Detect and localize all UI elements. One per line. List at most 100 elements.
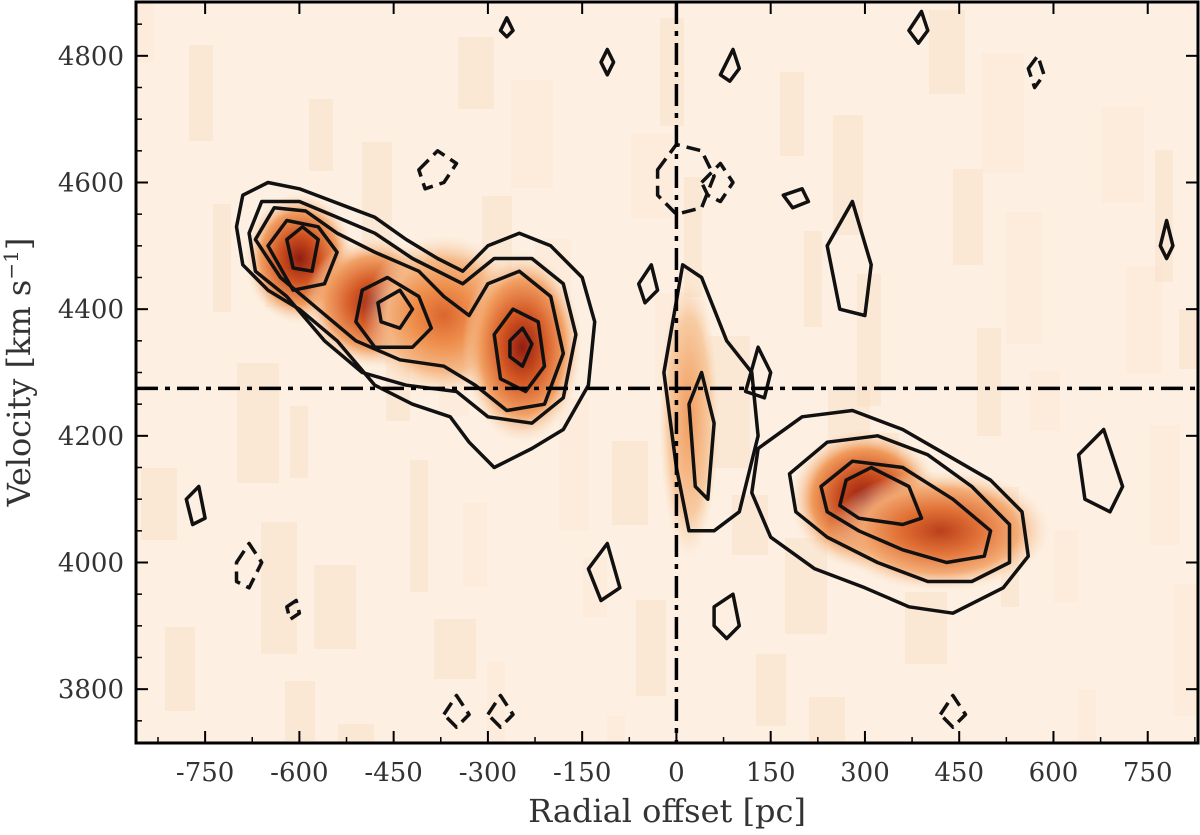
x-tick-label: -300	[459, 758, 517, 788]
noise-streak	[1030, 371, 1060, 431]
emission-peak	[462, 250, 583, 444]
y-tick-label: 4200	[58, 422, 124, 452]
noise-streak	[1155, 150, 1173, 282]
noise-streak	[458, 37, 494, 109]
noise-streak	[1150, 425, 1180, 545]
negative-contour	[285, 598, 302, 622]
x-tick-label: 300	[840, 758, 890, 788]
positive-contour	[184, 484, 207, 527]
noise-streak	[929, 10, 965, 94]
negative-contour	[417, 149, 459, 191]
y-tick-label: 4600	[58, 169, 124, 199]
noise-streak	[1006, 212, 1042, 344]
x-tick-label: 450	[934, 758, 984, 788]
y-tick-label: 4000	[58, 549, 124, 579]
noise-streak	[1054, 530, 1078, 602]
noise-streak	[636, 600, 666, 696]
positive-contour	[781, 187, 811, 210]
noise-streak	[977, 328, 1001, 436]
noise-streak	[804, 231, 822, 327]
positive-contour	[492, 307, 547, 394]
y-tick-label: 3800	[58, 675, 124, 705]
positive-contour	[907, 9, 930, 45]
x-tick-label: 750	[1123, 758, 1173, 788]
noise-streak	[780, 72, 804, 156]
noise-streak	[189, 45, 213, 141]
positive-contour	[718, 47, 742, 83]
positive-contour	[266, 218, 339, 292]
reference-lines	[136, 2, 1198, 743]
positive-contour	[376, 288, 415, 330]
negative-contour	[1026, 54, 1046, 90]
noise-streak	[362, 142, 392, 250]
noise-streak	[1126, 266, 1162, 374]
negative-contour	[938, 693, 968, 729]
negative-contour	[655, 142, 716, 216]
negative-contour	[442, 693, 471, 729]
positive-contour	[508, 326, 534, 368]
y-axis-title-close: ]	[0, 238, 38, 250]
negative-contour	[486, 693, 515, 729]
noise-streak	[309, 99, 333, 171]
negative-contour	[699, 161, 735, 204]
positive-contour	[234, 180, 597, 470]
noise-streak	[905, 592, 947, 664]
y-tick-label: 4400	[58, 295, 124, 325]
noise-streak	[141, 468, 177, 540]
noise-streak	[1174, 584, 1198, 716]
positive-contour	[1076, 427, 1125, 514]
noise-streak	[237, 363, 279, 483]
noise-streak	[612, 441, 648, 525]
noise-streak	[607, 716, 625, 743]
noise-streak	[261, 522, 297, 654]
positive-contour	[285, 225, 320, 273]
noise-streak	[1102, 107, 1144, 203]
x-tick-label: -750	[176, 758, 234, 788]
positive-contour	[354, 275, 434, 349]
positive-contour	[1158, 218, 1175, 261]
positive-contour	[750, 408, 1031, 615]
noise-streak	[290, 406, 308, 478]
positive-contour	[636, 263, 660, 305]
y-axis-title-unit-exponent: −1	[0, 250, 23, 279]
x-axis-title: Radial offset [pc]	[528, 792, 806, 830]
noise-streak	[756, 654, 786, 726]
noise-streak	[982, 53, 1024, 173]
noise-streak	[511, 80, 553, 188]
noise-streak	[732, 495, 768, 555]
noise-streak	[660, 18, 684, 126]
positive-contour	[825, 199, 873, 318]
noise-streak	[953, 169, 983, 265]
positive-contour	[838, 465, 924, 527]
x-axis: -750 -600 -450 -300 -150 0 150 300 450 600 750	[157, 2, 1196, 788]
positive-contour	[247, 199, 578, 425]
negative-contour	[234, 541, 264, 590]
noise-streak	[463, 503, 487, 587]
x-tick-label: 150	[746, 758, 796, 788]
noise-streak	[1179, 309, 1198, 369]
noise-streak	[809, 697, 845, 743]
noise-streak	[213, 204, 231, 312]
positive-contour	[253, 206, 566, 413]
noise-streak	[434, 619, 476, 679]
positive-contour	[712, 592, 742, 641]
noise-streak	[1078, 689, 1096, 743]
x-tick-label: -150	[553, 758, 611, 788]
noise-streak	[559, 398, 589, 530]
noise-streak	[136, 2, 154, 62]
y-axis-title: Velocity [km s−1]	[0, 238, 38, 508]
y-tick-label: 4800	[58, 42, 124, 72]
noise-streak	[165, 627, 195, 711]
noise-streak	[314, 565, 356, 649]
positive-contour	[743, 345, 773, 400]
positive-contour	[599, 47, 616, 77]
positive-contour	[687, 370, 716, 501]
positive-contour	[662, 263, 760, 533]
y-axis: 3800 4000 4200 4400 4600 4800	[58, 23, 1198, 722]
x-tick-label: 0	[668, 758, 685, 788]
y-axis-title-main: Velocity [km s	[0, 280, 38, 508]
x-tick-label: -450	[364, 758, 422, 788]
emission-peak	[829, 470, 1051, 592]
positive-contour	[819, 459, 993, 565]
